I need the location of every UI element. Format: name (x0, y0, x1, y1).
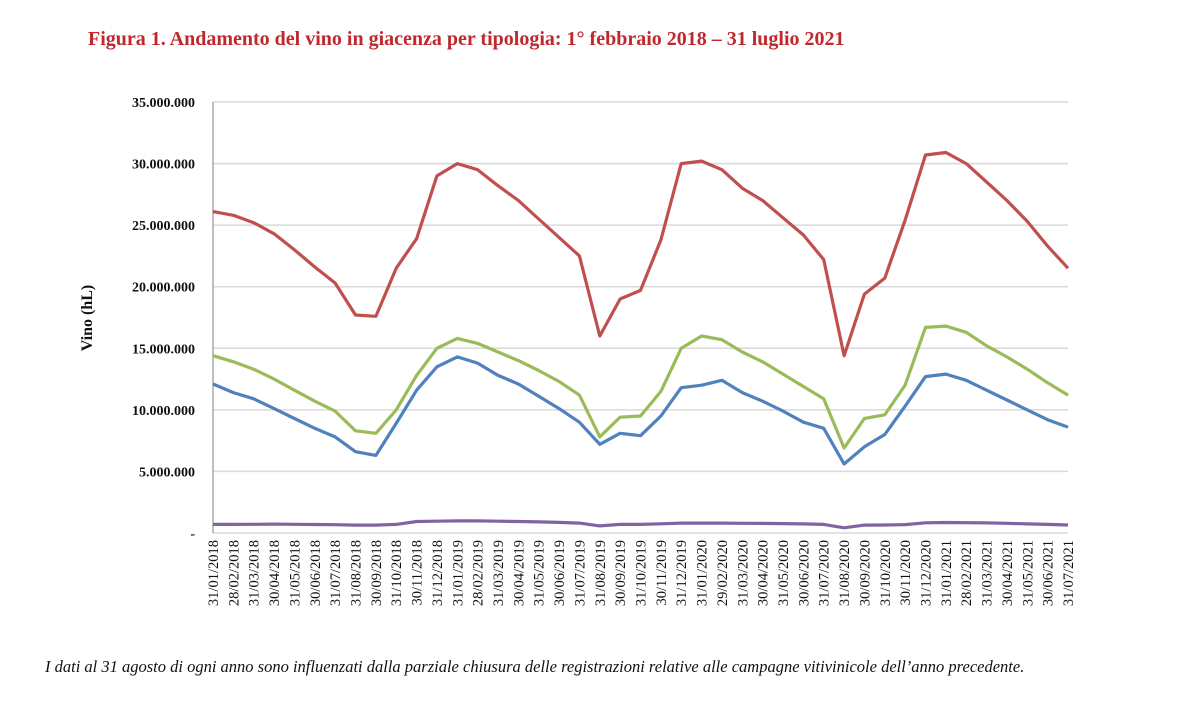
x-tick-label: 31/10/2018 (389, 540, 405, 606)
x-tick-label: 31/07/2018 (328, 540, 344, 606)
x-tick-label: 30/06/2021 (1041, 540, 1057, 606)
x-tick-label: 30/11/2018 (410, 540, 426, 606)
footnote: I dati al 31 agosto di ogni anno sono in… (45, 657, 1025, 676)
x-tick-label: 30/09/2019 (613, 540, 629, 606)
x-tick-label: 31/03/2021 (980, 540, 996, 606)
x-tick-label: 30/04/2021 (1000, 540, 1016, 606)
x-tick-label: 31/12/2020 (919, 540, 935, 606)
x-tick-label: 31/05/2020 (776, 540, 792, 606)
x-tick-label: 30/04/2020 (756, 540, 772, 606)
x-tick-label: 31/03/2019 (491, 540, 507, 606)
x-tick-label: 31/08/2019 (593, 540, 609, 606)
x-tick-label: 31/03/2018 (247, 540, 263, 606)
x-tick-label: 31/01/2018 (206, 540, 222, 606)
series-lines (212, 150, 1070, 530)
y-tick-label: 25.000.000 (132, 219, 195, 234)
y-tick-label: 30.000.000 (132, 158, 195, 173)
x-tick-label: 30/06/2020 (796, 540, 812, 606)
x-tick-label: 31/07/2019 (572, 540, 588, 606)
x-tick-label: 29/02/2020 (715, 540, 731, 606)
y-tick-label: - (190, 527, 195, 542)
x-tick-label: 30/06/2018 (308, 540, 324, 606)
y-tick-label: 20.000.000 (132, 281, 195, 296)
y-tick-label: 15.000.000 (132, 342, 195, 357)
x-tick-label: 30/06/2019 (552, 540, 568, 606)
x-tick-label: 31/08/2018 (349, 540, 365, 606)
y-tick-labels: - 5.000.000 10.000.000 15.000.000 20.000.000… (132, 96, 195, 542)
x-tick-label: 31/05/2019 (532, 540, 548, 606)
x-tick-label: 31/01/2020 (695, 540, 711, 606)
x-tick-label: 31/12/2019 (674, 540, 690, 606)
x-tick-label: 31/08/2020 (837, 540, 853, 606)
series-line-1 (212, 150, 1070, 358)
y-tick-label: 35.000.000 (132, 96, 195, 111)
x-tick-label: 30/04/2018 (267, 540, 283, 606)
x-tick-label: 31/05/2021 (1020, 540, 1036, 606)
x-tick-label: 30/09/2018 (369, 540, 385, 606)
y-tick-label: 5.000.000 (139, 465, 195, 480)
x-tick-label: 31/01/2021 (939, 540, 955, 606)
x-tick-label: 28/02/2019 (471, 540, 487, 606)
x-tick-label: 31/10/2020 (878, 540, 894, 606)
x-tick-label: 28/02/2018 (226, 540, 242, 606)
series-line-3 (212, 355, 1069, 466)
x-tick-label: 28/02/2021 (959, 540, 975, 606)
x-tick-label: 30/09/2020 (857, 540, 873, 606)
figure-title: Figura 1. Andamento del vino in giacenza… (88, 28, 845, 50)
x-tick-label: 30/11/2019 (654, 540, 670, 606)
y-axis-label: Vino (hL) (79, 285, 96, 352)
series-line-4 (213, 519, 1069, 530)
x-tick-label: 31/05/2018 (287, 540, 303, 606)
x-tick-label: 30/11/2020 (898, 540, 914, 606)
series-line-2 (212, 324, 1069, 450)
x-tick-label: 31/03/2020 (735, 540, 751, 606)
y-tick-label: 10.000.000 (132, 404, 195, 419)
x-tick-label: 31/01/2019 (450, 540, 466, 606)
x-tick-label: 31/07/2021 (1061, 540, 1077, 606)
gridlines (213, 101, 1068, 534)
x-tick-label: 31/12/2018 (430, 540, 446, 606)
x-tick-label: 31/07/2020 (817, 540, 833, 606)
x-tick-labels: 31/01/2018 28/02/2018 31/03/2018 30/04/2018… (206, 540, 1077, 606)
x-tick-label: 30/04/2019 (511, 540, 527, 606)
x-tick-label: 31/10/2019 (634, 540, 650, 606)
